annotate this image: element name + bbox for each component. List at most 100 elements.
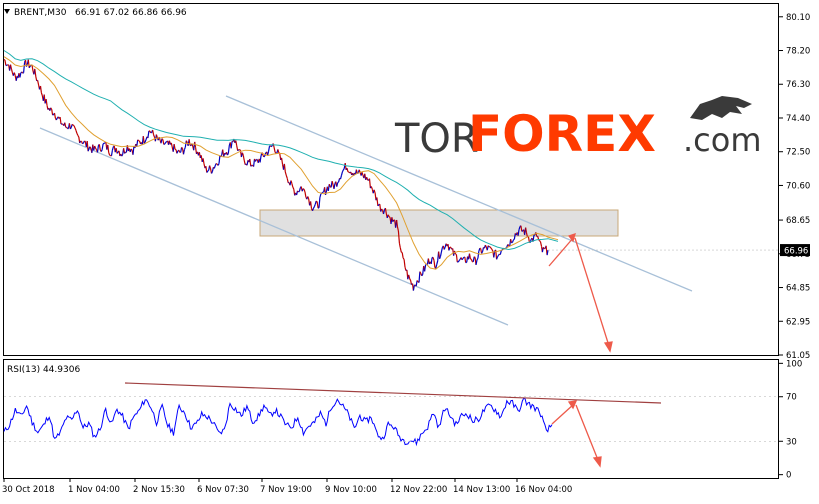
- price-bar: [72, 124, 73, 125]
- price-bar: [316, 201, 317, 202]
- price-bar: [522, 231, 523, 232]
- price-bar: [513, 239, 514, 240]
- price-bar: [456, 254, 457, 255]
- price-bar: [410, 279, 411, 281]
- price-bar: [512, 242, 513, 243]
- symbol-label: BRENT,M30: [14, 8, 67, 18]
- price-bar: [498, 255, 499, 256]
- current-price-label: 66.96: [784, 247, 808, 257]
- price-bar: [474, 257, 475, 258]
- price-bar: [212, 172, 213, 174]
- price-bar: [359, 170, 360, 172]
- price-y-tick-label: 64.85: [786, 284, 810, 294]
- price-bar: [513, 240, 514, 242]
- price-bar: [131, 149, 132, 150]
- price-bar: [313, 207, 314, 209]
- price-bar: [216, 164, 217, 165]
- price-bar: [90, 147, 91, 149]
- price-bar: [186, 141, 187, 143]
- price-bar: [329, 184, 330, 187]
- price-bar: [458, 261, 459, 262]
- price-bar: [214, 166, 215, 169]
- price-bar: [182, 147, 183, 148]
- price-bar: [41, 93, 42, 96]
- price-bar: [497, 257, 498, 260]
- price-bar: [207, 171, 208, 173]
- price-bar: [491, 248, 492, 249]
- price-y-tick-label: 80.10: [786, 13, 810, 23]
- price-bar: [251, 165, 252, 166]
- price-bar: [101, 150, 102, 152]
- price-y-tick-label: 72.50: [786, 148, 810, 158]
- price-bar: [166, 142, 167, 143]
- price-bar: [242, 153, 243, 156]
- x-tick-label: 14 Nov 13:00: [453, 485, 510, 495]
- x-tick-label: 9 Nov 10:00: [325, 485, 377, 495]
- price-y-tick-label: 76.30: [786, 80, 810, 90]
- price-bar: [477, 258, 478, 260]
- price-bar: [74, 126, 75, 128]
- price-bar: [70, 127, 71, 129]
- price-bar: [388, 215, 389, 217]
- x-tick-label: 2 Nov 15:30: [133, 485, 185, 495]
- price-bar: [543, 247, 544, 248]
- price-bar: [422, 274, 423, 275]
- price-bar: [303, 189, 304, 190]
- price-bar: [343, 169, 344, 170]
- price-bar: [508, 244, 509, 245]
- price-bar: [184, 147, 185, 149]
- price-bar: [271, 146, 272, 147]
- price-bar: [417, 281, 418, 282]
- price-bar: [162, 139, 163, 140]
- price-bar: [122, 154, 123, 156]
- resistance-zone: [260, 210, 618, 236]
- price-bar: [240, 150, 241, 151]
- price-bar: [459, 259, 460, 260]
- price-bar: [471, 259, 472, 261]
- price-bar: [238, 150, 239, 151]
- price-bar: [286, 176, 287, 179]
- watermark-forex: FOREX: [468, 105, 656, 163]
- price-bar: [342, 170, 343, 172]
- rsi-y-tick-label: 30: [786, 437, 797, 447]
- ohlc-values: 66.91 67.02 66.86 66.96: [75, 8, 187, 18]
- price-bar: [378, 205, 379, 206]
- price-bar: [81, 141, 82, 142]
- price-bar: [23, 73, 24, 74]
- price-y-tick-label: 78.20: [786, 47, 810, 57]
- rsi-y-tick-label: 70: [786, 393, 797, 403]
- price-bar: [179, 150, 180, 152]
- price-bar: [308, 197, 309, 199]
- price-bar: [150, 131, 151, 133]
- watermark-tor: TOR: [394, 116, 479, 162]
- price-y-tick-label: 62.95: [786, 317, 810, 327]
- price-bar: [264, 156, 265, 157]
- price-bar: [110, 155, 111, 156]
- price-bar: [83, 143, 84, 144]
- x-tick-label: 1 Nov 04:00: [68, 485, 120, 495]
- price-bar: [84, 141, 85, 143]
- price-bar: [462, 259, 463, 260]
- price-bar: [485, 245, 486, 247]
- price-bar: [227, 154, 228, 156]
- price-bar: [164, 144, 165, 145]
- price-bar: [208, 170, 209, 171]
- price-bar: [73, 125, 74, 126]
- price-bar: [338, 182, 339, 183]
- price-y-tick-label: 68.65: [786, 216, 810, 226]
- price-bar: [4, 60, 5, 61]
- x-tick-label: 7 Nov 19:00: [260, 485, 312, 495]
- price-bar: [67, 127, 68, 128]
- price-bar: [138, 140, 139, 141]
- price-bar: [95, 146, 96, 149]
- price-bar: [540, 241, 541, 242]
- rsi-title: RSI(13) 44.9306: [7, 365, 80, 375]
- price-bar: [125, 152, 126, 154]
- price-bar: [490, 247, 491, 248]
- price-bar: [488, 246, 489, 247]
- price-y-tick-label: 70.60: [786, 181, 810, 191]
- price-bar: [403, 258, 404, 260]
- price-bar: [440, 256, 441, 258]
- price-y-tick-label: 74.40: [786, 114, 810, 124]
